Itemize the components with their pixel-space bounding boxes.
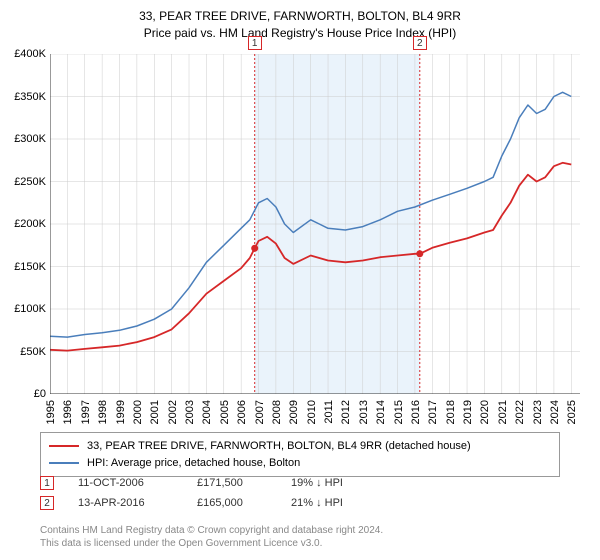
sale-marker-box: 1 (40, 476, 54, 490)
x-tick-label: 1997 (80, 400, 92, 424)
x-tick-label: 2011 (323, 400, 335, 424)
x-tick-label: 2019 (462, 400, 474, 424)
x-tick-label: 2023 (532, 400, 544, 424)
title-line2: Price paid vs. HM Land Registry's House … (0, 25, 600, 42)
chart-area: £0£50K£100K£150K£200K£250K£300K£350K£400… (50, 54, 580, 394)
x-tick-label: 2018 (445, 400, 457, 424)
legend-label: 33, PEAR TREE DRIVE, FARNWORTH, BOLTON, … (87, 438, 471, 455)
sales-table: 1 11-OCT-2006 £171,500 19% ↓ HPI 2 13-APR-201… (40, 476, 371, 516)
sale-date: 13-APR-2016 (78, 497, 173, 509)
x-tick-label: 1995 (45, 400, 57, 424)
x-tick-label: 2006 (236, 400, 248, 424)
chart-svg (50, 54, 580, 394)
x-tick-label: 2017 (427, 400, 439, 424)
x-tick-label: 2024 (549, 400, 561, 424)
footer: Contains HM Land Registry data © Crown c… (40, 524, 383, 550)
y-tick-label: £350K (14, 91, 46, 103)
marker-box-2: 2 (413, 36, 427, 50)
x-tick-label: 2000 (132, 400, 144, 424)
x-tick-label: 2003 (184, 400, 196, 424)
x-tick-label: 2005 (219, 400, 231, 424)
x-tick-label: 2002 (167, 400, 179, 424)
sale-diff: 21% ↓ HPI (291, 497, 371, 509)
footer-line1: Contains HM Land Registry data © Crown c… (40, 524, 383, 537)
y-tick-label: £300K (14, 133, 46, 145)
y-tick-label: £250K (14, 176, 46, 188)
sale-price: £165,000 (197, 497, 267, 509)
x-tick-label: 2021 (497, 400, 509, 424)
x-tick-label: 2016 (410, 400, 422, 424)
sale-date: 11-OCT-2006 (78, 477, 173, 489)
legend-item: HPI: Average price, detached house, Bolt… (49, 455, 551, 472)
sale-marker-box: 2 (40, 496, 54, 510)
x-tick-label: 1996 (62, 400, 74, 424)
sale-row: 2 13-APR-2016 £165,000 21% ↓ HPI (40, 496, 371, 510)
title-line1: 33, PEAR TREE DRIVE, FARNWORTH, BOLTON, … (0, 8, 600, 25)
title-block: 33, PEAR TREE DRIVE, FARNWORTH, BOLTON, … (0, 0, 600, 42)
x-tick-label: 2013 (358, 400, 370, 424)
sale-row: 1 11-OCT-2006 £171,500 19% ↓ HPI (40, 476, 371, 490)
x-tick-label: 2012 (340, 400, 352, 424)
sale-price: £171,500 (197, 477, 267, 489)
x-tick-label: 2001 (149, 400, 161, 424)
y-tick-label: £0 (34, 388, 46, 400)
legend-swatch (49, 445, 79, 447)
footer-line2: This data is licensed under the Open Gov… (40, 537, 383, 550)
y-tick-label: £100K (14, 303, 46, 315)
legend-label: HPI: Average price, detached house, Bolt… (87, 455, 300, 472)
y-tick-label: £400K (14, 48, 46, 60)
legend-swatch (49, 462, 79, 464)
x-tick-label: 2025 (566, 400, 578, 424)
legend: 33, PEAR TREE DRIVE, FARNWORTH, BOLTON, … (40, 432, 560, 477)
x-tick-label: 2004 (201, 400, 213, 424)
x-tick-label: 2007 (254, 400, 266, 424)
y-tick-label: £200K (14, 218, 46, 230)
x-tick-label: 2014 (375, 400, 387, 424)
x-tick-label: 2022 (514, 400, 526, 424)
chart-container: 33, PEAR TREE DRIVE, FARNWORTH, BOLTON, … (0, 0, 600, 560)
x-tick-label: 2009 (288, 400, 300, 424)
x-tick-label: 1998 (97, 400, 109, 424)
y-tick-label: £150K (14, 261, 46, 273)
sale-diff: 19% ↓ HPI (291, 477, 371, 489)
marker-box-1: 1 (248, 36, 262, 50)
x-tick-label: 1999 (115, 400, 127, 424)
x-tick-label: 2008 (271, 400, 283, 424)
x-tick-label: 2015 (393, 400, 405, 424)
x-tick-label: 2020 (479, 400, 491, 424)
legend-item: 33, PEAR TREE DRIVE, FARNWORTH, BOLTON, … (49, 438, 551, 455)
y-tick-label: £50K (20, 346, 46, 358)
x-tick-label: 2010 (306, 400, 318, 424)
